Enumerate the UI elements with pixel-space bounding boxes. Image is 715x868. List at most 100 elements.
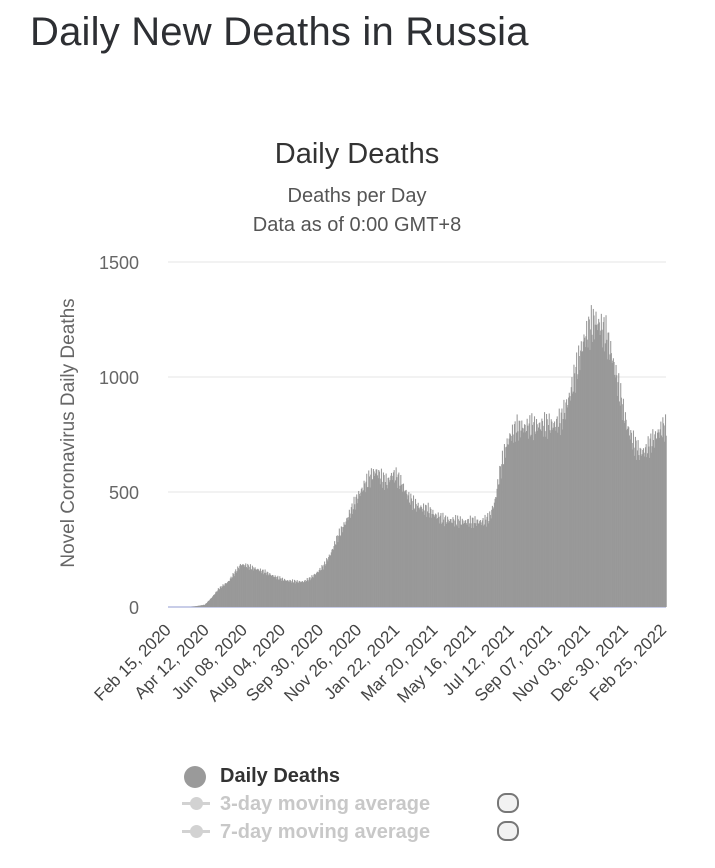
bar <box>628 435 630 607</box>
bar <box>644 447 647 607</box>
bar <box>625 419 627 607</box>
bar <box>272 575 274 607</box>
bar <box>653 447 655 607</box>
bar <box>550 419 552 607</box>
bar <box>327 561 329 607</box>
bar <box>555 430 557 607</box>
bar <box>360 492 362 607</box>
bar <box>598 322 600 607</box>
bar <box>314 573 316 607</box>
bar <box>578 355 580 607</box>
bar <box>553 423 555 607</box>
bar <box>590 329 592 607</box>
bar <box>650 452 653 607</box>
bar <box>416 511 418 607</box>
bar <box>558 408 560 607</box>
bar <box>493 502 495 607</box>
bar <box>650 433 652 607</box>
legend-item-7-day-average[interactable]: 7-day moving average <box>180 818 519 846</box>
bar <box>435 513 437 607</box>
bar <box>665 435 667 607</box>
bar <box>221 588 223 607</box>
bar <box>249 566 251 607</box>
bar <box>431 517 433 607</box>
bar <box>622 398 624 607</box>
bar <box>313 574 315 607</box>
bar <box>586 320 588 607</box>
bar <box>570 400 572 607</box>
bar <box>447 519 449 607</box>
bar <box>298 580 300 607</box>
bar <box>370 468 372 607</box>
bar <box>646 453 649 607</box>
bar <box>228 580 230 607</box>
bar <box>259 570 261 607</box>
bar <box>219 589 221 607</box>
bar <box>649 438 651 607</box>
bar <box>397 474 399 607</box>
legend-item-3-day-average[interactable]: 3-day moving average <box>180 790 519 818</box>
bar <box>240 565 242 607</box>
bar <box>602 347 604 607</box>
toggle-checkbox[interactable] <box>497 821 519 841</box>
bar <box>439 523 441 607</box>
bar <box>249 564 251 607</box>
bar <box>205 603 207 607</box>
bar <box>243 566 245 607</box>
bar <box>301 581 303 607</box>
bar <box>643 452 645 607</box>
bar <box>590 305 592 607</box>
toggle-checkbox[interactable] <box>497 793 519 813</box>
bar <box>348 509 350 607</box>
bar <box>229 578 231 607</box>
bar <box>552 429 554 607</box>
bar <box>507 444 509 607</box>
bar <box>311 575 313 607</box>
bar <box>410 493 412 607</box>
bar <box>291 581 293 607</box>
legend-label: Daily Deaths <box>220 764 341 787</box>
bar <box>621 420 623 607</box>
bar <box>428 513 430 607</box>
bar <box>615 364 617 607</box>
bar <box>525 432 527 607</box>
bar <box>358 490 360 607</box>
bar <box>604 351 606 607</box>
bar <box>338 535 340 607</box>
bar <box>652 440 655 607</box>
legend-item-daily-deaths[interactable]: Daily Deaths <box>180 762 430 790</box>
bar <box>281 577 284 607</box>
bar <box>219 586 221 607</box>
bar <box>267 575 270 607</box>
bar <box>640 455 643 607</box>
bar <box>523 424 526 607</box>
y-tick-label: 1000 <box>99 368 139 388</box>
bar <box>560 412 562 607</box>
bar <box>560 435 562 607</box>
bar <box>572 393 574 607</box>
bar <box>568 392 570 607</box>
bar <box>481 525 483 607</box>
bar <box>622 404 624 607</box>
bar <box>239 563 241 607</box>
bar <box>637 440 639 607</box>
bar <box>412 501 414 607</box>
bar <box>252 567 254 607</box>
bar <box>341 526 343 607</box>
bar <box>387 477 389 607</box>
bar <box>437 512 439 607</box>
bar <box>197 605 199 607</box>
bar <box>505 446 507 607</box>
bar <box>379 484 381 607</box>
bar <box>547 438 549 607</box>
bar <box>211 598 213 607</box>
bar <box>619 405 621 607</box>
bar <box>402 484 404 607</box>
bar <box>277 579 280 607</box>
bar <box>209 600 211 607</box>
bar <box>607 332 609 607</box>
bar <box>497 484 499 607</box>
bar <box>435 514 437 607</box>
bar <box>290 582 292 607</box>
bar <box>388 482 390 607</box>
